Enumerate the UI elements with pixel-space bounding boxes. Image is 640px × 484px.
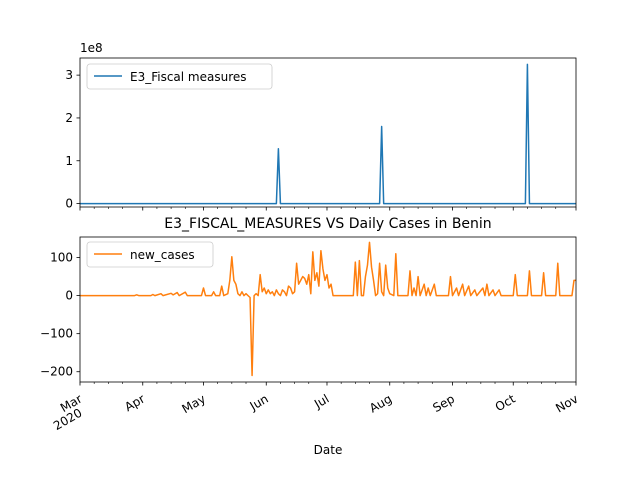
top-plot-area: 0 1 2 3 [65, 63, 577, 211]
x-axis-label: Date [314, 443, 343, 457]
bottom-legend-label: new_cases [130, 248, 195, 262]
bottom-y-tick-label: −100 [40, 327, 73, 341]
bottom-series-line-new-cases [80, 241, 576, 377]
top-legend-box [86, 63, 273, 90]
bottom-y-tick-label: 100 [50, 251, 73, 265]
top-y-tick-label: 3 [65, 68, 73, 82]
top-axes-frame [79, 57, 577, 208]
top-y-tick-label: 2 [65, 111, 73, 125]
top-series-line-e3-fiscal-measures [80, 63, 576, 205]
bottom-legend: new_cases [86, 241, 214, 268]
top-legend-label: E3_Fiscal measures [130, 70, 247, 84]
top-y-tick-label: 0 [65, 197, 73, 211]
bottom-y-tick-label: −200 [40, 365, 73, 379]
x-tick-label-jul: Jul [311, 392, 331, 412]
bottom-y-tick-label: 0 [65, 289, 73, 303]
top-scale-label: 1e8 [80, 41, 103, 55]
top-y-tick-label: 1 [65, 154, 73, 168]
bottom-axes-frame [79, 236, 577, 383]
top-subplot: 1e8 0 1 2 3 E3_Fiscal measures [65, 41, 577, 211]
top-legend: E3_Fiscal measures [86, 63, 273, 90]
bottom-legend-box [86, 241, 214, 268]
chart-title: E3_FISCAL_MEASURES VS Daily Cases in Ben… [164, 216, 491, 232]
